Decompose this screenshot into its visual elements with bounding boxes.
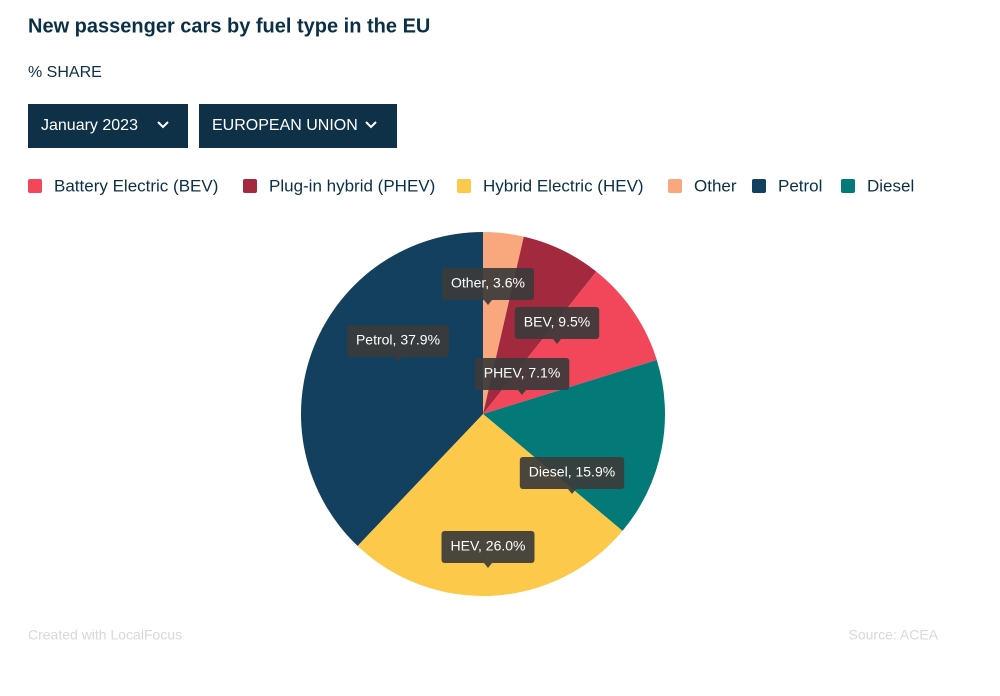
data-label-text: Other, 3.6% [451, 275, 525, 291]
chart-title: New passenger cars by fuel type in the E… [28, 15, 430, 37]
label-box [519, 457, 625, 489]
legend-label: Petrol [778, 176, 822, 195]
legend-marker [28, 179, 42, 193]
legend-marker [668, 179, 682, 193]
source: Source: ACEA [849, 627, 939, 643]
label-pointer [568, 489, 576, 494]
chart-subtitle: % SHARE [28, 64, 102, 81]
label-pointer [484, 300, 492, 305]
data-label: HEV, 26.0% [441, 531, 535, 568]
data-label: Diesel, 15.9% [519, 457, 625, 494]
legend-label: Other [694, 176, 737, 195]
credit: Created with LocalFocus [28, 627, 182, 643]
label-pointer [394, 357, 402, 362]
legend-marker [752, 179, 766, 193]
label-pointer [553, 339, 561, 344]
data-label: Other, 3.6% [442, 268, 534, 305]
legend-marker [457, 179, 471, 193]
dropdown-label[interactable]: January 2023 [41, 117, 138, 134]
data-label: PHEV, 7.1% [474, 358, 570, 395]
legend-marker [841, 179, 855, 193]
label-box [514, 307, 600, 339]
legend-label: Diesel [867, 176, 914, 195]
legend-marker [243, 179, 257, 193]
label-box [441, 531, 535, 563]
legend-label: Hybrid Electric (HEV) [483, 176, 644, 195]
label-pointer [484, 563, 492, 568]
data-label-text: HEV, 26.0% [451, 538, 526, 554]
legend-label: Battery Electric (BEV) [54, 176, 218, 195]
data-label-text: BEV, 9.5% [524, 314, 590, 330]
dropdown[interactable]: January 2023 [28, 104, 188, 148]
dropdown-label[interactable]: EUROPEAN UNION [212, 117, 358, 134]
data-label-text: Diesel, 15.9% [529, 464, 615, 480]
pie-slice [357, 414, 623, 596]
data-label-text: Petrol, 37.9% [356, 332, 440, 348]
data-label: Petrol, 37.9% [346, 325, 450, 362]
legend-label: Plug-in hybrid (PHEV) [269, 176, 435, 195]
pie-slice [301, 232, 483, 546]
label-box [442, 268, 534, 300]
dropdown[interactable]: EUROPEAN UNION [199, 104, 397, 148]
label-box [346, 325, 450, 357]
data-label: BEV, 9.5% [514, 307, 600, 344]
data-label-text: PHEV, 7.1% [484, 365, 561, 381]
chevron [157, 121, 169, 129]
label-box [474, 358, 570, 390]
chevron [365, 121, 377, 129]
label-pointer [518, 390, 526, 395]
dropdown-box[interactable] [199, 104, 397, 148]
